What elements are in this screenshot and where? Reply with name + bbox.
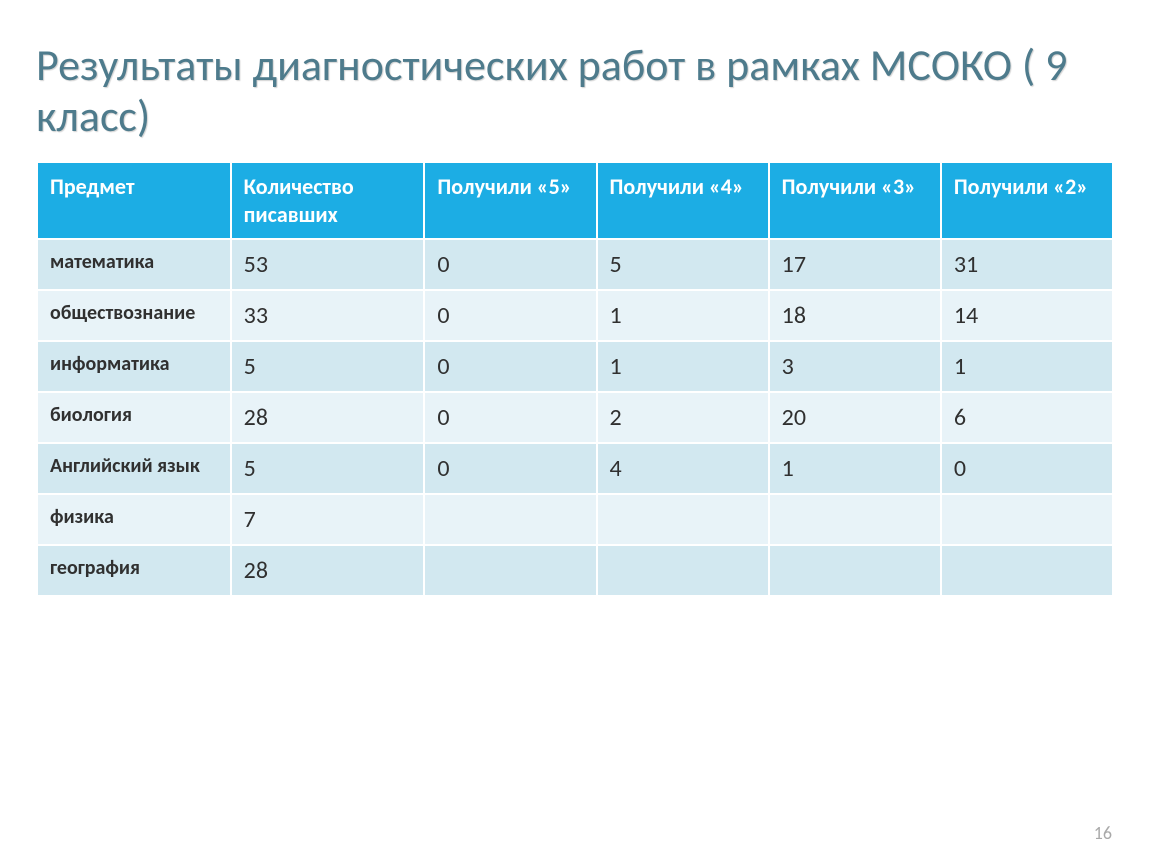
cell-subject: география bbox=[37, 545, 231, 596]
cell-subject: математика bbox=[37, 239, 231, 290]
cell-count: 28 bbox=[231, 545, 425, 596]
cell-count: 53 bbox=[231, 239, 425, 290]
cell-grade5: 0 bbox=[424, 239, 596, 290]
cell-grade3 bbox=[769, 545, 941, 596]
table-header-row: Предмет Количество писавших Получили «5»… bbox=[37, 162, 1113, 239]
cell-count: 7 bbox=[231, 494, 425, 545]
cell-grade2: 14 bbox=[941, 290, 1113, 341]
cell-grade5 bbox=[424, 494, 596, 545]
cell-subject: обществознание bbox=[37, 290, 231, 341]
cell-count: 28 bbox=[231, 392, 425, 443]
cell-subject: физика bbox=[37, 494, 231, 545]
cell-grade4: 4 bbox=[597, 443, 769, 494]
cell-grade2: 1 bbox=[941, 341, 1113, 392]
cell-grade2: 0 bbox=[941, 443, 1113, 494]
cell-grade3: 1 bbox=[769, 443, 941, 494]
table-row: физика 7 bbox=[37, 494, 1113, 545]
results-table: Предмет Количество писавших Получили «5»… bbox=[36, 161, 1114, 597]
cell-grade3 bbox=[769, 494, 941, 545]
cell-grade3: 18 bbox=[769, 290, 941, 341]
table-row: биология 28 0 2 20 6 bbox=[37, 392, 1113, 443]
cell-grade5: 0 bbox=[424, 341, 596, 392]
cell-grade3: 20 bbox=[769, 392, 941, 443]
cell-grade5: 0 bbox=[424, 290, 596, 341]
table-row: география 28 bbox=[37, 545, 1113, 596]
cell-grade2 bbox=[941, 545, 1113, 596]
col-header-grade5: Получили «5» bbox=[424, 162, 596, 239]
table-row: обществознание 33 0 1 18 14 bbox=[37, 290, 1113, 341]
col-header-grade3: Получили «3» bbox=[769, 162, 941, 239]
cell-grade4: 5 bbox=[597, 239, 769, 290]
cell-grade5: 0 bbox=[424, 392, 596, 443]
cell-grade3: 17 bbox=[769, 239, 941, 290]
cell-grade5 bbox=[424, 545, 596, 596]
cell-subject: информатика bbox=[37, 341, 231, 392]
cell-count: 5 bbox=[231, 341, 425, 392]
cell-subject: биология bbox=[37, 392, 231, 443]
cell-grade4: 2 bbox=[597, 392, 769, 443]
cell-subject: Английский язык bbox=[37, 443, 231, 494]
cell-grade2 bbox=[941, 494, 1113, 545]
col-header-subject: Предмет bbox=[37, 162, 231, 239]
col-header-count: Количество писавших bbox=[231, 162, 425, 239]
cell-grade5: 0 bbox=[424, 443, 596, 494]
table-row: информатика 5 0 1 3 1 bbox=[37, 341, 1113, 392]
cell-grade3: 3 bbox=[769, 341, 941, 392]
cell-grade4: 1 bbox=[597, 341, 769, 392]
cell-grade2: 6 bbox=[941, 392, 1113, 443]
cell-grade2: 31 bbox=[941, 239, 1113, 290]
page-number: 16 bbox=[1094, 822, 1112, 844]
table-row: математика 53 0 5 17 31 bbox=[37, 239, 1113, 290]
cell-grade4 bbox=[597, 494, 769, 545]
cell-grade4: 1 bbox=[597, 290, 769, 341]
slide-title: Результаты диагностических работ в рамка… bbox=[36, 40, 1114, 141]
col-header-grade4: Получили «4» bbox=[597, 162, 769, 239]
col-header-grade2: Получили «2» bbox=[941, 162, 1113, 239]
slide: Результаты диагностических работ в рамка… bbox=[0, 0, 1150, 864]
cell-grade4 bbox=[597, 545, 769, 596]
cell-count: 5 bbox=[231, 443, 425, 494]
table-row: Английский язык 5 0 4 1 0 bbox=[37, 443, 1113, 494]
cell-count: 33 bbox=[231, 290, 425, 341]
